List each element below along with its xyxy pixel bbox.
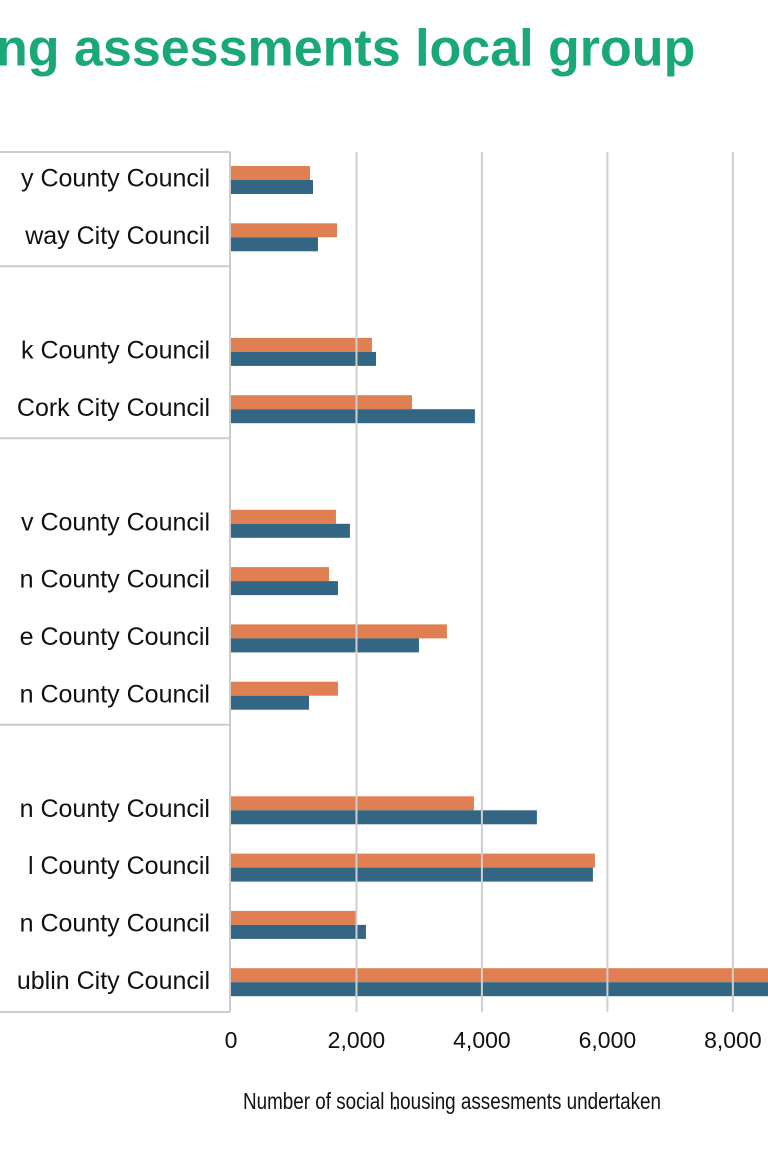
y-tick-label: e County Council	[20, 623, 210, 651]
bar	[231, 166, 310, 180]
x-axis-label: Number of social housing assesments unde…	[243, 1089, 661, 1114]
bar	[231, 581, 338, 596]
chart-title: ng assessments local group	[0, 20, 695, 78]
bar	[231, 509, 336, 524]
bar	[231, 180, 313, 194]
bar	[231, 567, 329, 582]
y-tick-label: ublin City Council	[17, 967, 210, 995]
x-tick-label: 6,000	[579, 1027, 637, 1053]
bar	[231, 796, 474, 811]
y-tick-label: Cork City Council	[17, 394, 210, 422]
bar	[231, 924, 366, 939]
x-tick-label: 8,000	[704, 1027, 762, 1053]
note: .	[392, 1088, 399, 1115]
bar	[231, 523, 350, 538]
bar	[231, 237, 318, 252]
bar	[231, 853, 595, 868]
x-tick-label: 4,000	[453, 1027, 511, 1053]
bar	[231, 223, 338, 238]
y-tick-label: n County Council	[20, 795, 210, 823]
y-tick-label: n County Council	[20, 566, 210, 594]
y-tick-label: k County Council	[21, 337, 210, 365]
y-tick-label: l County Council	[28, 852, 210, 880]
bar	[231, 867, 593, 882]
bar	[231, 982, 768, 997]
x-tick-label: 0	[225, 1027, 238, 1053]
y-tick-label: way City Council	[24, 222, 210, 250]
bar	[231, 351, 376, 366]
bar	[231, 624, 447, 639]
bar	[231, 910, 357, 925]
plot	[231, 166, 768, 997]
bar	[231, 409, 475, 424]
bar	[231, 695, 309, 710]
bar	[231, 395, 412, 410]
y-tick-label: y County Council	[21, 165, 210, 193]
y-tick-label: n County Council	[20, 680, 210, 708]
bar	[231, 337, 372, 352]
bar	[231, 968, 768, 983]
bar	[231, 681, 338, 696]
bar	[231, 638, 419, 653]
y-tick-label: v County Council	[21, 508, 210, 536]
bar	[231, 810, 537, 825]
y-tick-label: n County Council	[20, 910, 210, 938]
x-tick-label: 2,000	[328, 1027, 386, 1053]
